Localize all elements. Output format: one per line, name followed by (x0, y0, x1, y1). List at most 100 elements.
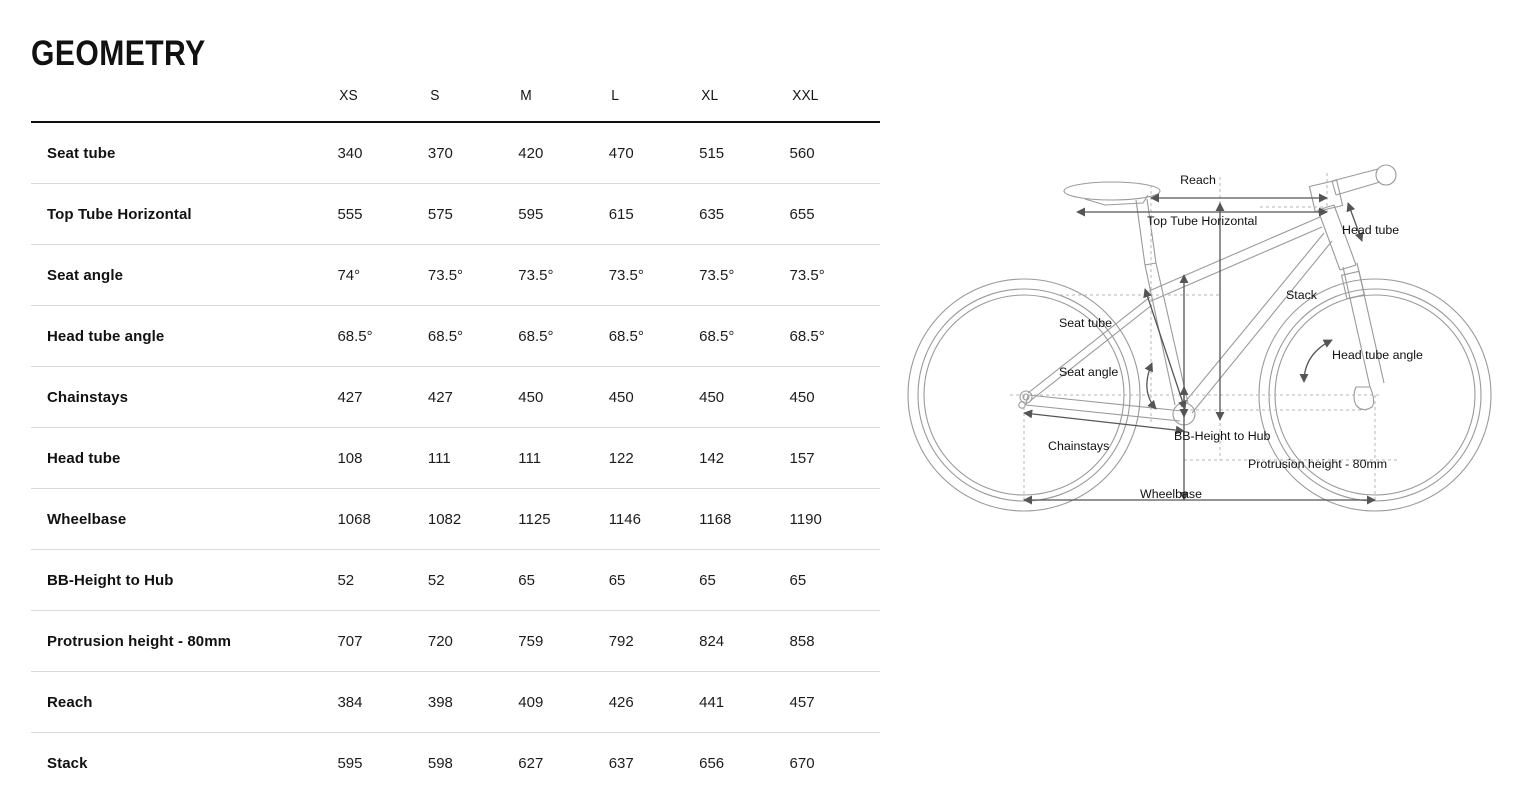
cell-value: 74° (337, 245, 427, 306)
row-label: Stack (31, 733, 337, 793)
table-row: Wheelbase 1068 1082 1125 1146 1168 1190 (31, 489, 880, 550)
cell-value: 450 (699, 367, 789, 428)
seat-angle-label: Seat angle (1059, 365, 1118, 379)
table-header: XS S M L XL XXL (31, 88, 880, 122)
cell-value: 615 (609, 184, 699, 245)
cell-value: 68.5° (337, 306, 427, 367)
column-header-s: S (430, 88, 516, 122)
table-row: Head tube 108 111 111 122 142 157 (31, 428, 880, 489)
cell-value: 1125 (518, 489, 608, 550)
table-row: BB-Height to Hub 52 52 65 65 65 65 (31, 550, 880, 611)
cell-value: 420 (518, 122, 608, 184)
cell-value: 68.5° (790, 306, 880, 367)
cell-value: 670 (790, 733, 880, 793)
cell-value: 68.5° (699, 306, 789, 367)
cell-value: 142 (699, 428, 789, 489)
cell-value: 409 (518, 672, 608, 733)
cell-value: 858 (790, 611, 880, 672)
cell-value: 575 (428, 184, 518, 245)
cell-value: 340 (337, 122, 427, 184)
fork-graphic (1342, 263, 1384, 410)
cell-value: 627 (518, 733, 608, 793)
column-header-m: M (521, 88, 607, 122)
cell-value: 68.5° (609, 306, 699, 367)
reach-label: Reach (1180, 173, 1216, 187)
cell-value: 426 (609, 672, 699, 733)
cell-value: 635 (699, 184, 789, 245)
cell-value: 720 (428, 611, 518, 672)
table-row: Reach 384 398 409 426 441 457 (31, 672, 880, 733)
cell-value: 68.5° (518, 306, 608, 367)
cell-value: 759 (518, 611, 608, 672)
cell-value: 370 (428, 122, 518, 184)
cell-value: 515 (699, 122, 789, 184)
cell-value: 598 (428, 733, 518, 793)
dimension-arrows (1024, 198, 1375, 500)
cell-value: 441 (699, 672, 789, 733)
cell-value: 65 (609, 550, 699, 611)
cell-value: 824 (699, 611, 789, 672)
cell-value: 65 (518, 550, 608, 611)
cell-value: 560 (790, 122, 880, 184)
angle-arcs (1147, 340, 1332, 409)
stack-label: Stack (1286, 288, 1318, 302)
table-row: Head tube angle 68.5° 68.5° 68.5° 68.5° … (31, 306, 880, 367)
cell-value: 656 (699, 733, 789, 793)
seat-tube-label: Seat tube (1059, 316, 1112, 330)
cell-value: 65 (790, 550, 880, 611)
cell-value: 398 (428, 672, 518, 733)
geometry-table-wrapper: XS S M L XL XXL Seat tube 340 370 420 47… (31, 88, 880, 793)
row-label: Seat tube (31, 122, 337, 184)
table-body: Seat tube 340 370 420 470 515 560 Top Tu… (31, 122, 880, 793)
cell-value: 65 (699, 550, 789, 611)
cell-value: 73.5° (699, 245, 789, 306)
wheelbase-label: Wheelbase (1140, 487, 1202, 501)
row-label: BB-Height to Hub (31, 550, 337, 611)
cell-value: 470 (609, 122, 699, 184)
column-header-xs: XS (340, 88, 426, 122)
row-label: Top Tube Horizontal (31, 184, 337, 245)
geometry-table: XS S M L XL XXL Seat tube 340 370 420 47… (31, 88, 880, 793)
column-header-xxl: XXL (792, 88, 878, 122)
table-row: Chainstays 427 427 450 450 450 450 (31, 367, 880, 428)
cell-value: 427 (337, 367, 427, 428)
cell-value: 157 (790, 428, 880, 489)
cell-value: 73.5° (609, 245, 699, 306)
cell-value: 122 (609, 428, 699, 489)
cell-value: 450 (518, 367, 608, 428)
cell-value: 595 (337, 733, 427, 793)
handlebar-graphic (1309, 165, 1396, 212)
cell-value: 68.5° (428, 306, 518, 367)
page-title: GEOMETRY (31, 33, 206, 75)
row-label: Protrusion height - 80mm (31, 611, 337, 672)
cell-value: 1146 (609, 489, 699, 550)
row-label: Reach (31, 672, 337, 733)
table-row: Seat tube 340 370 420 470 515 560 (31, 122, 880, 184)
chainstay-dimension-arrow (1024, 413, 1184, 431)
column-header-l: L (611, 88, 697, 122)
cell-value: 111 (518, 428, 608, 489)
table-row: Top Tube Horizontal 555 575 595 615 635 … (31, 184, 880, 245)
head-tube-graphic (1318, 205, 1356, 270)
cell-value: 792 (609, 611, 699, 672)
row-label: Chainstays (31, 367, 337, 428)
cell-value: 450 (609, 367, 699, 428)
head-tube-angle-label: Head tube angle (1332, 348, 1423, 362)
cell-value: 384 (337, 672, 427, 733)
cell-value: 595 (518, 184, 608, 245)
geometry-page: GEOMETRY XS S M L XL XXL (0, 0, 1539, 734)
saddle-graphic (1064, 182, 1160, 265)
cell-value: 450 (790, 367, 880, 428)
cell-value: 655 (790, 184, 880, 245)
cell-value: 73.5° (428, 245, 518, 306)
cell-value: 707 (337, 611, 427, 672)
table-row: Stack 595 598 627 637 656 670 (31, 733, 880, 793)
down-tube-graphic (1181, 233, 1332, 413)
bb-height-to-hub-label: BB-Height to Hub (1174, 429, 1271, 443)
cell-value: 1168 (699, 489, 789, 550)
table-row: Protrusion height - 80mm 707 720 759 792… (31, 611, 880, 672)
row-label: Seat angle (31, 245, 337, 306)
chainstay-graphic (1026, 395, 1182, 421)
cell-value: 1082 (428, 489, 518, 550)
cell-value: 52 (337, 550, 427, 611)
